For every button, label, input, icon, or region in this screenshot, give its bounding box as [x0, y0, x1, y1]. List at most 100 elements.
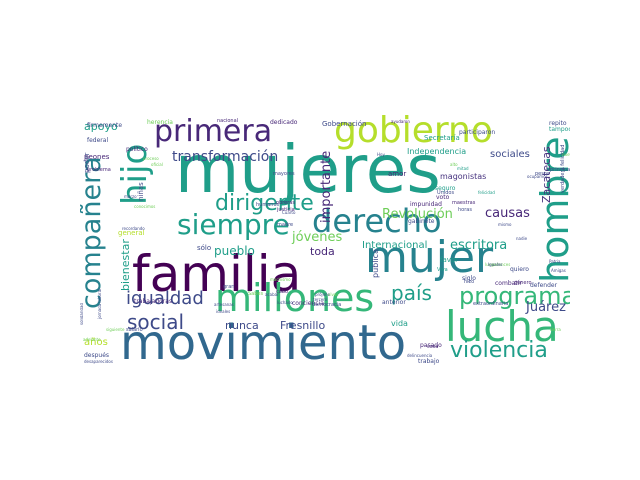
- cloud-word-artesanas: artesanas: [214, 302, 234, 307]
- cloud-word-entonces: entonces: [492, 262, 511, 267]
- cloud-word-toda: toda: [310, 245, 335, 258]
- cloud-word-dirigente: dirigente: [215, 191, 314, 216]
- cloud-word-acabar: acabar: [265, 292, 279, 297]
- cloud-word-siempre: siempre: [177, 208, 290, 241]
- cloud-word-conciencia: conciencia: [292, 300, 324, 307]
- cloud-word-jovenes: jóvenes: [292, 230, 343, 245]
- cloud-word-pais: país: [391, 281, 432, 305]
- cloud-word-tercero: tercero: [313, 297, 328, 302]
- cloud-word-jornada-laboral: jornada laboral: [97, 288, 102, 319]
- cloud-word-unidos: Unidos: [437, 190, 455, 196]
- cloud-word-hoy: Hoy: [377, 152, 385, 157]
- cloud-word-magonistas: magonistas: [440, 172, 487, 181]
- cloud-word-gobernacion: Gobernación: [322, 120, 367, 128]
- cloud-word-genero: género: [514, 280, 532, 286]
- cloud-word-felicidad: felicidad: [478, 190, 495, 195]
- cloud-word-pesos: pesos: [535, 171, 550, 177]
- cloud-word-mismo: mismo: [498, 222, 512, 227]
- cloud-word-ayudaron: ayudaron: [391, 119, 410, 124]
- cloud-word-movimiento: movimiento: [120, 315, 407, 369]
- cloud-word-nueva: nueva: [562, 152, 570, 157]
- cloud-word-firmemente: firmemente: [87, 122, 123, 129]
- cloud-word-millones: millones: [215, 276, 375, 320]
- cloud-word-amigas: Amigas: [551, 268, 566, 273]
- cloud-word-madre: madre: [277, 222, 294, 228]
- cloud-word-mujeres: mujeres: [175, 131, 441, 208]
- cloud-word-anterior: anterior: [382, 299, 406, 306]
- cloud-word-marzo: marzo: [124, 194, 137, 199]
- cloud-word-nunca: nunca: [225, 319, 259, 332]
- cloud-word-mayores: mayores: [273, 171, 295, 177]
- cloud-word-independencia: Independencia: [407, 147, 467, 156]
- cloud-word-revolucion: Revolución: [382, 207, 453, 222]
- cloud-word-sabes: Sabes: [248, 291, 264, 297]
- cloud-word-adelante: adelante: [83, 337, 101, 342]
- cloud-word-combatir: combatir: [495, 280, 522, 287]
- cloud-word-nacional: nacional: [217, 118, 239, 124]
- cloud-word-companera: compañera: [80, 156, 107, 309]
- cloud-word-gran: gran: [223, 284, 235, 290]
- cloud-word-quiero: quiero: [510, 266, 529, 273]
- cloud-word-programa: programa: [459, 282, 570, 310]
- cloud-word-democracia: democracia: [312, 302, 342, 308]
- cloud-word-anos: años: [84, 337, 108, 348]
- cloud-word-justicia: justicia: [277, 207, 295, 213]
- cloud-word-igualdad: igualdad: [126, 288, 204, 309]
- cloud-word-humanos: humanos: [256, 202, 280, 208]
- cloud-word-violencia: violencia: [450, 338, 548, 363]
- cloud-word-derecho: derecho: [312, 202, 442, 240]
- cloud-word-maestras: maestras: [452, 200, 476, 206]
- cloud-word-viva: Viva: [437, 267, 448, 273]
- cloud-word-general: general: [118, 229, 145, 237]
- cloud-word-impunidad: impunidad: [410, 201, 442, 208]
- cloud-word-transformacion: transformación: [172, 149, 279, 165]
- cloud-word-internacional: Internacional: [362, 240, 428, 251]
- cloud-word-vida: vida: [391, 319, 408, 328]
- cloud-word-familia: familia: [132, 245, 302, 303]
- cloud-word-cabo: cabo: [276, 289, 289, 295]
- cloud-word-pueblo: pueblo: [214, 244, 255, 258]
- cloud-word-ocupamos: ocupamos: [527, 174, 548, 179]
- cloud-word-machismo: machismo: [270, 277, 291, 282]
- cloud-word-seguro: seguro: [435, 185, 456, 192]
- cloud-word-solidaridad: solidaridad: [80, 302, 84, 325]
- cloud-word-principal: principal: [550, 167, 570, 173]
- cloud-word-juarez: Juárez: [526, 300, 566, 315]
- cloud-word-iguales: Iguales: [488, 262, 503, 267]
- cloud-word-obreras: obreras: [276, 200, 295, 206]
- cloud-word-secretaria: Secretaría: [424, 134, 460, 142]
- cloud-word-dedicado: dedicado: [270, 119, 298, 126]
- cloud-word-desaparecidos: desaparecidos: [84, 359, 113, 364]
- cloud-word-horas: horas: [458, 207, 472, 213]
- cloud-word-gobierno: gobierno: [334, 113, 493, 151]
- cloud-word-hizo: hizo: [464, 279, 475, 285]
- cloud-word-conocimos: conocimos: [134, 204, 156, 209]
- cloud-word-luchado: luchado: [277, 300, 293, 305]
- cloud-word-oficial: oficial: [151, 162, 163, 167]
- cloud-word-ideales: ideales: [216, 309, 231, 314]
- cloud-word-trabajo: trabajo: [418, 358, 440, 365]
- cloud-word-apoyo: apoyo: [84, 120, 118, 133]
- cloud-word-gabinete: gabinete: [408, 218, 435, 225]
- cloud-word-importante: importante: [319, 150, 334, 223]
- cloud-word-despues: después: [84, 352, 110, 359]
- cloud-word-defender: defender: [530, 282, 558, 289]
- cloud-word-tierra: tierra: [550, 327, 561, 332]
- cloud-word-escritora: escritora: [450, 238, 508, 253]
- cloud-word-peones: peones: [84, 153, 110, 161]
- cloud-word-bienestar: bienestar: [119, 239, 132, 291]
- cloud-word-projimo: prójimo: [315, 292, 331, 297]
- cloud-word-primera: primera: [154, 114, 273, 149]
- cloud-word-siguiente: siguiente: [106, 327, 125, 332]
- cloud-word-amor: amor: [388, 170, 407, 178]
- cloud-word-participaron: participaron: [459, 129, 496, 136]
- cloud-word-politico: político: [126, 146, 148, 153]
- cloud-word-pasado: pasado: [420, 342, 442, 349]
- word-cloud: mujeres familia movimiento lucha mujer m…: [80, 113, 570, 369]
- cloud-word-mujer: mujer: [365, 232, 494, 283]
- cloud-word-delincuencia: delincuencia: [407, 353, 433, 358]
- cloud-word-extraordinaria: extraordinaria: [473, 301, 509, 307]
- cloud-word-tampoco: tampoco: [549, 126, 570, 133]
- cloud-word-sociales: sociales: [490, 149, 530, 160]
- cloud-word-ninas: niñas: [137, 182, 145, 201]
